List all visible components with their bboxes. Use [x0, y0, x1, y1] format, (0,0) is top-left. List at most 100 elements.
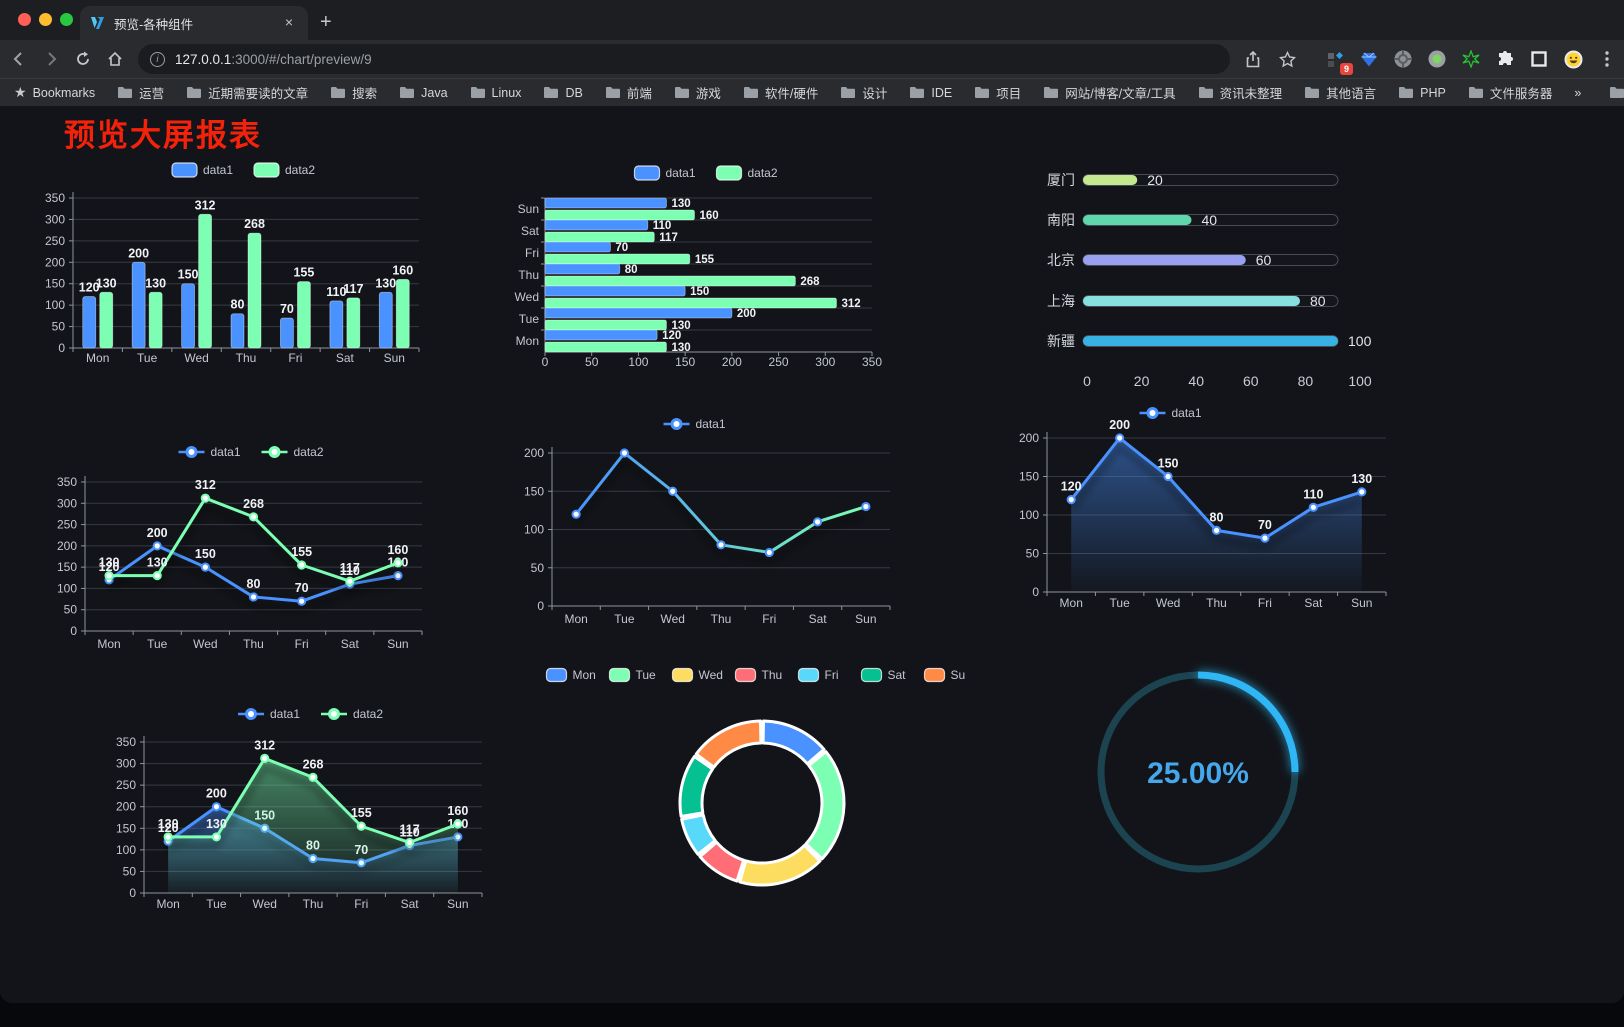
gem-extension-icon[interactable] [1358, 48, 1380, 70]
star-icon: ★ [14, 84, 27, 100]
point-data1-Thu [248, 592, 259, 602]
square-extension-icon[interactable] [1528, 48, 1550, 70]
back-button[interactable] [6, 46, 32, 72]
bookmark-folder[interactable]: 资讯未整理 [1198, 83, 1282, 102]
svg-text:130: 130 [671, 320, 690, 332]
line-chart[interactable]: data1 data2 0 50 100 150 200 250 300 350 Mon Tue Wed… [40, 440, 435, 665]
bookmark-folder[interactable]: 前端 [605, 83, 652, 102]
reload-button[interactable] [70, 46, 96, 72]
legend-item-data1[interactable]: data1 [633, 165, 696, 181]
horizontal-bar-chart[interactable]: data1 data2 0 50 100 150 200 250 300 350 Sun 130 160… [505, 162, 905, 377]
svg-text:117: 117 [659, 232, 678, 244]
legend-item-data1[interactable]: data1 [238, 707, 300, 721]
other-bookmarks-folder[interactable]: 其他书签 [1609, 83, 1624, 102]
legend-item-Thu[interactable]: Thu [734, 667, 783, 683]
legend-item-data1[interactable]: data1 [663, 417, 726, 431]
pie-slice-Wed[interactable] [738, 843, 822, 887]
bookmark-folder[interactable]: 文件服务器 [1468, 83, 1552, 102]
bookmark-folder[interactable]: IDE [909, 86, 952, 100]
svg-text:312: 312 [195, 198, 216, 212]
legend-item-Fri[interactable]: Fri [797, 667, 839, 683]
folder-icon [1399, 87, 1414, 98]
progress-bar-chart[interactable]: 厦门 20 南阳 40 北京 60 上海 80 新疆 100 0 20 40 60 80 100 [980, 150, 1390, 395]
share-icon[interactable] [1242, 48, 1264, 70]
bookmark-folder[interactable]: DB [543, 86, 583, 100]
svg-text:130: 130 [671, 198, 690, 210]
site-info-icon[interactable]: i [150, 51, 165, 67]
legend-item-data1[interactable]: data1 [178, 445, 241, 459]
new-tab-button[interactable]: + [320, 11, 332, 33]
bookmark-folder[interactable]: 设计 [840, 83, 887, 102]
svg-text:120: 120 [662, 330, 681, 342]
pie-slice-Mon[interactable] [761, 719, 826, 766]
legend-item-data1[interactable]: data1 [1139, 406, 1202, 420]
bookmark-folder[interactable]: 运营 [117, 83, 164, 102]
legend-item-Sun[interactable]: Sun [923, 667, 966, 683]
bar-data2-Mon [544, 341, 667, 353]
svg-text:130: 130 [375, 276, 396, 290]
tab-close-icon[interactable]: × [284, 14, 294, 30]
legend-item-data2[interactable]: data2 [253, 162, 315, 178]
legend-item-Wed[interactable]: Wed [671, 667, 723, 683]
bar-data1-Sat [544, 219, 649, 231]
bookmarks-root[interactable]: ★ Bookmarks [14, 84, 96, 100]
bookmark-folder[interactable]: 近期需要读的文章 [186, 83, 308, 102]
bookmark-folder[interactable]: 项目 [974, 83, 1021, 102]
gauge-chart[interactable]: 25.00% [1080, 655, 1320, 890]
legend-item-data2[interactable]: data2 [321, 707, 383, 721]
svg-text:Wed: Wed [184, 351, 208, 365]
pie-slice-Sat[interactable] [678, 755, 715, 818]
green-star-extension-icon[interactable] [1460, 48, 1482, 70]
bookmark-star-icon[interactable] [1276, 48, 1298, 70]
legend-item-data1[interactable]: data1 [171, 162, 233, 178]
gauge-progress [1197, 671, 1299, 773]
bookmark-folder[interactable]: 搜索 [330, 83, 377, 102]
pie-slice-Fri[interactable] [680, 813, 717, 856]
address-bar[interactable]: i 127.0.0.1:3000/#/chart/preview/9 [138, 44, 1230, 74]
bar-data1-Mon [82, 296, 97, 349]
donut-chart[interactable]: Mon Tue Wed Thu Fri Sat Sun [545, 655, 965, 900]
bookmark-folder[interactable]: Linux [470, 86, 521, 100]
pie-slice-Tue[interactable] [804, 750, 846, 861]
maximize-button[interactable] [60, 13, 73, 26]
legend-item-Mon[interactable]: Mon [545, 667, 596, 683]
svg-text:200: 200 [128, 246, 149, 260]
bookmark-folder[interactable]: Java [399, 86, 448, 100]
area-chart[interactable]: data1 0 50 100 150 200 Mon Tue Wed Thu Fri Sat Sun 12… [985, 400, 1395, 620]
browser-tab[interactable]: 预览-各种组件 × [80, 6, 308, 40]
green-dot-extension-icon[interactable] [1426, 48, 1448, 70]
point-data2-Mon [104, 571, 114, 581]
pie-slice-Sun[interactable] [694, 719, 763, 769]
close-button[interactable] [18, 13, 31, 26]
bookmark-folder[interactable]: 游戏 [674, 83, 721, 102]
bookmarks-overflow-chevron[interactable]: » [1574, 85, 1582, 100]
emoji-extension-icon[interactable] [1562, 48, 1584, 70]
bookmark-folder[interactable]: PHP [1398, 86, 1446, 100]
legend-item-Tue[interactable]: Tue [608, 667, 657, 683]
svg-text:200: 200 [116, 800, 136, 814]
forward-button[interactable] [38, 46, 64, 72]
bar-data1-Thu [544, 263, 621, 275]
svg-text:50: 50 [123, 864, 137, 878]
pie-slice-Thu[interactable] [698, 840, 746, 883]
svg-text:data1: data1 [666, 166, 696, 180]
home-button[interactable] [102, 46, 128, 72]
round-extension-icon[interactable] [1392, 48, 1414, 70]
bookmark-folder[interactable]: 软件/硬件 [743, 83, 818, 102]
bookmark-folder[interactable]: 其他语言 [1304, 83, 1376, 102]
puzzle-extension-icon[interactable] [1494, 48, 1516, 70]
minimize-button[interactable] [39, 13, 52, 26]
legend-item-Sat[interactable]: Sat [860, 667, 907, 683]
extension-grid-icon[interactable]: 9 [1324, 48, 1353, 75]
legend-item-data2[interactable]: data2 [715, 165, 778, 181]
bar-chart[interactable]: data1 data2 0 50 100 150 200 250 300 350 Mon Tue Wed… [40, 162, 435, 377]
dual-area-chart[interactable]: data1 data2 0 50 100 150 200 250 300 350 Mon Tue Wed… [95, 700, 490, 920]
page-content: 预览大屏报表 data1 data2 0 50 100 150 200 250 300 350 Mo… [0, 106, 1624, 1003]
svg-text:Sun: Sun [384, 351, 405, 365]
menu-dots-icon[interactable] [1596, 48, 1618, 70]
bookmark-folder[interactable]: 网站/博客/文章/工具 [1043, 83, 1176, 102]
progress-row-上海: 上海 80 [1047, 293, 1339, 309]
gradient-line-chart[interactable]: data1 0 50 100 150 200 Mon Tue Wed Thu Fri Sat Sun [500, 412, 900, 637]
legend-item-data2[interactable]: data2 [261, 445, 324, 459]
point-data1-Sun [393, 571, 403, 581]
